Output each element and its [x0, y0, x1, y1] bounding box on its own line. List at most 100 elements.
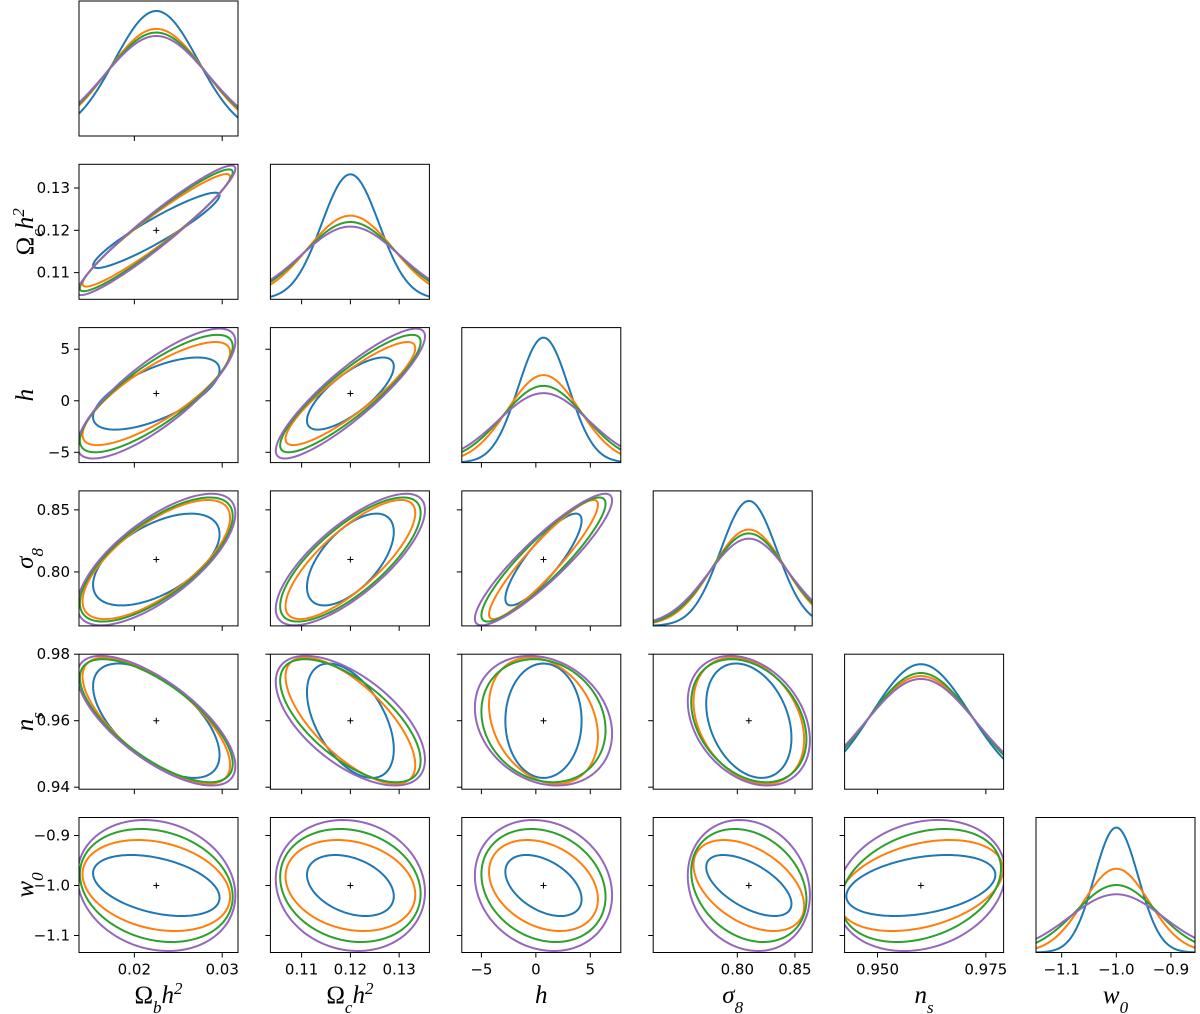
panel: [653, 499, 813, 626]
panel-frame: [78, 327, 239, 464]
panel: [844, 663, 1004, 760]
panel: [270, 173, 430, 298]
panel-frame: [844, 817, 1005, 953]
y-tick-label: 0.98: [37, 645, 70, 663]
fiducial-marker: [153, 882, 160, 889]
axis-label-part: h: [535, 982, 548, 1009]
panel-frame: [461, 327, 622, 464]
contour-ellipse: [488, 656, 599, 785]
contour-ellipse: [686, 818, 811, 953]
contour-ellipse: [284, 838, 417, 933]
x-tick-label: −1.0: [1098, 961, 1134, 979]
contour-ellipse: [79, 827, 234, 944]
marginal-curve: [653, 537, 813, 622]
fiducial-marker: [347, 882, 354, 889]
y-tick-label: −1.0: [34, 877, 70, 895]
fiducial-marker: [540, 556, 547, 563]
y-tick-label: 0.12: [37, 221, 70, 239]
contour-ellipse: [305, 853, 395, 918]
panel-frame: [269, 653, 430, 790]
axis-label-part: σ: [722, 982, 736, 1009]
panel: [473, 818, 614, 953]
panel-frame: [269, 490, 430, 627]
panel: [844, 818, 1004, 953]
axis-label-part: w: [12, 881, 39, 898]
contour-ellipse: [92, 853, 221, 918]
marginal-curve: [270, 221, 430, 283]
marginal-curve: [461, 336, 621, 463]
contour-ellipse: [473, 654, 614, 787]
contour-ellipse: [473, 492, 614, 626]
contour-ellipse: [705, 853, 793, 918]
contour-ellipse: [274, 327, 427, 460]
y-tick-label: 0.94: [37, 778, 70, 796]
axis-label-part: s: [28, 712, 47, 719]
panel: [461, 336, 621, 463]
contour-ellipse: [844, 818, 1004, 953]
marginal-curve: [270, 173, 430, 298]
axis-label-part: 2: [174, 979, 183, 998]
axis-label-part: 0: [1120, 998, 1129, 1014]
panel: [473, 654, 614, 787]
marginal-curve: [79, 27, 238, 111]
axis-label-part: h: [352, 982, 365, 1009]
marginal-curve: [1036, 893, 1195, 940]
contour-ellipse: [692, 838, 806, 933]
panel: [274, 492, 427, 626]
panel-frame: [461, 490, 622, 627]
x-tick-label: 5: [586, 961, 596, 979]
axis-label-part: 0: [28, 872, 47, 881]
contour-ellipse: [79, 327, 237, 460]
contour-ellipse: [284, 341, 417, 447]
panel-frame: [461, 653, 622, 790]
axis-label-part: h: [12, 217, 39, 230]
fiducial-marker: [540, 717, 547, 724]
axis-label-part: 8: [28, 547, 47, 556]
y-tick-label: 5: [60, 340, 70, 358]
x-tick-label: 0.80: [721, 961, 754, 979]
axis-label-part: c: [28, 229, 47, 237]
marginal-curve: [844, 677, 1004, 754]
panel-frame: [78, 817, 239, 953]
fiducial-marker: [153, 556, 160, 563]
contour-ellipse: [279, 333, 422, 454]
x-tick-label: 0.13: [382, 961, 415, 979]
marginal-curve: [653, 499, 813, 626]
axis-label: h: [535, 982, 548, 1009]
panel: [274, 327, 427, 460]
panel-frame: [269, 817, 430, 953]
marginal-curve: [461, 392, 621, 450]
x-tick-label: 0.12: [334, 961, 367, 979]
axis-label-part: 2: [365, 979, 374, 998]
axis-label-part: n: [915, 982, 928, 1009]
axis-label-part: Ω: [12, 237, 39, 256]
axis-label: w0: [12, 872, 47, 898]
panel: [79, 164, 237, 297]
contour-ellipse: [274, 818, 427, 953]
contour-ellipse: [274, 654, 427, 787]
axis-label-part: h: [12, 389, 39, 402]
contour-ellipse: [79, 818, 237, 953]
axis-label-part: s: [927, 998, 934, 1014]
panel-frame: [461, 817, 622, 953]
contour-ellipse: [844, 838, 1004, 933]
marginal-curve: [844, 675, 1004, 755]
contour-ellipse: [504, 853, 583, 918]
marginal-curve: [1036, 884, 1195, 944]
panel: [79, 654, 237, 787]
panel: [79, 492, 237, 626]
contour-ellipse: [79, 164, 237, 297]
axis-label-part: h: [162, 982, 175, 1009]
x-tick-label: 0.03: [205, 961, 238, 979]
contour-ellipse: [79, 654, 237, 787]
contour-ellipse: [305, 512, 395, 607]
contour-ellipse: [81, 838, 232, 933]
axis-label: Ωch2: [9, 208, 47, 256]
axis-label-part: Ω: [326, 982, 345, 1009]
axis-label: Ωch2: [326, 979, 374, 1014]
y-tick-label: 0.96: [37, 712, 70, 730]
y-tick-label: −5: [48, 443, 70, 461]
panel: [1036, 826, 1195, 953]
fiducial-marker: [347, 556, 354, 563]
x-tick-label: 0.02: [118, 961, 151, 979]
